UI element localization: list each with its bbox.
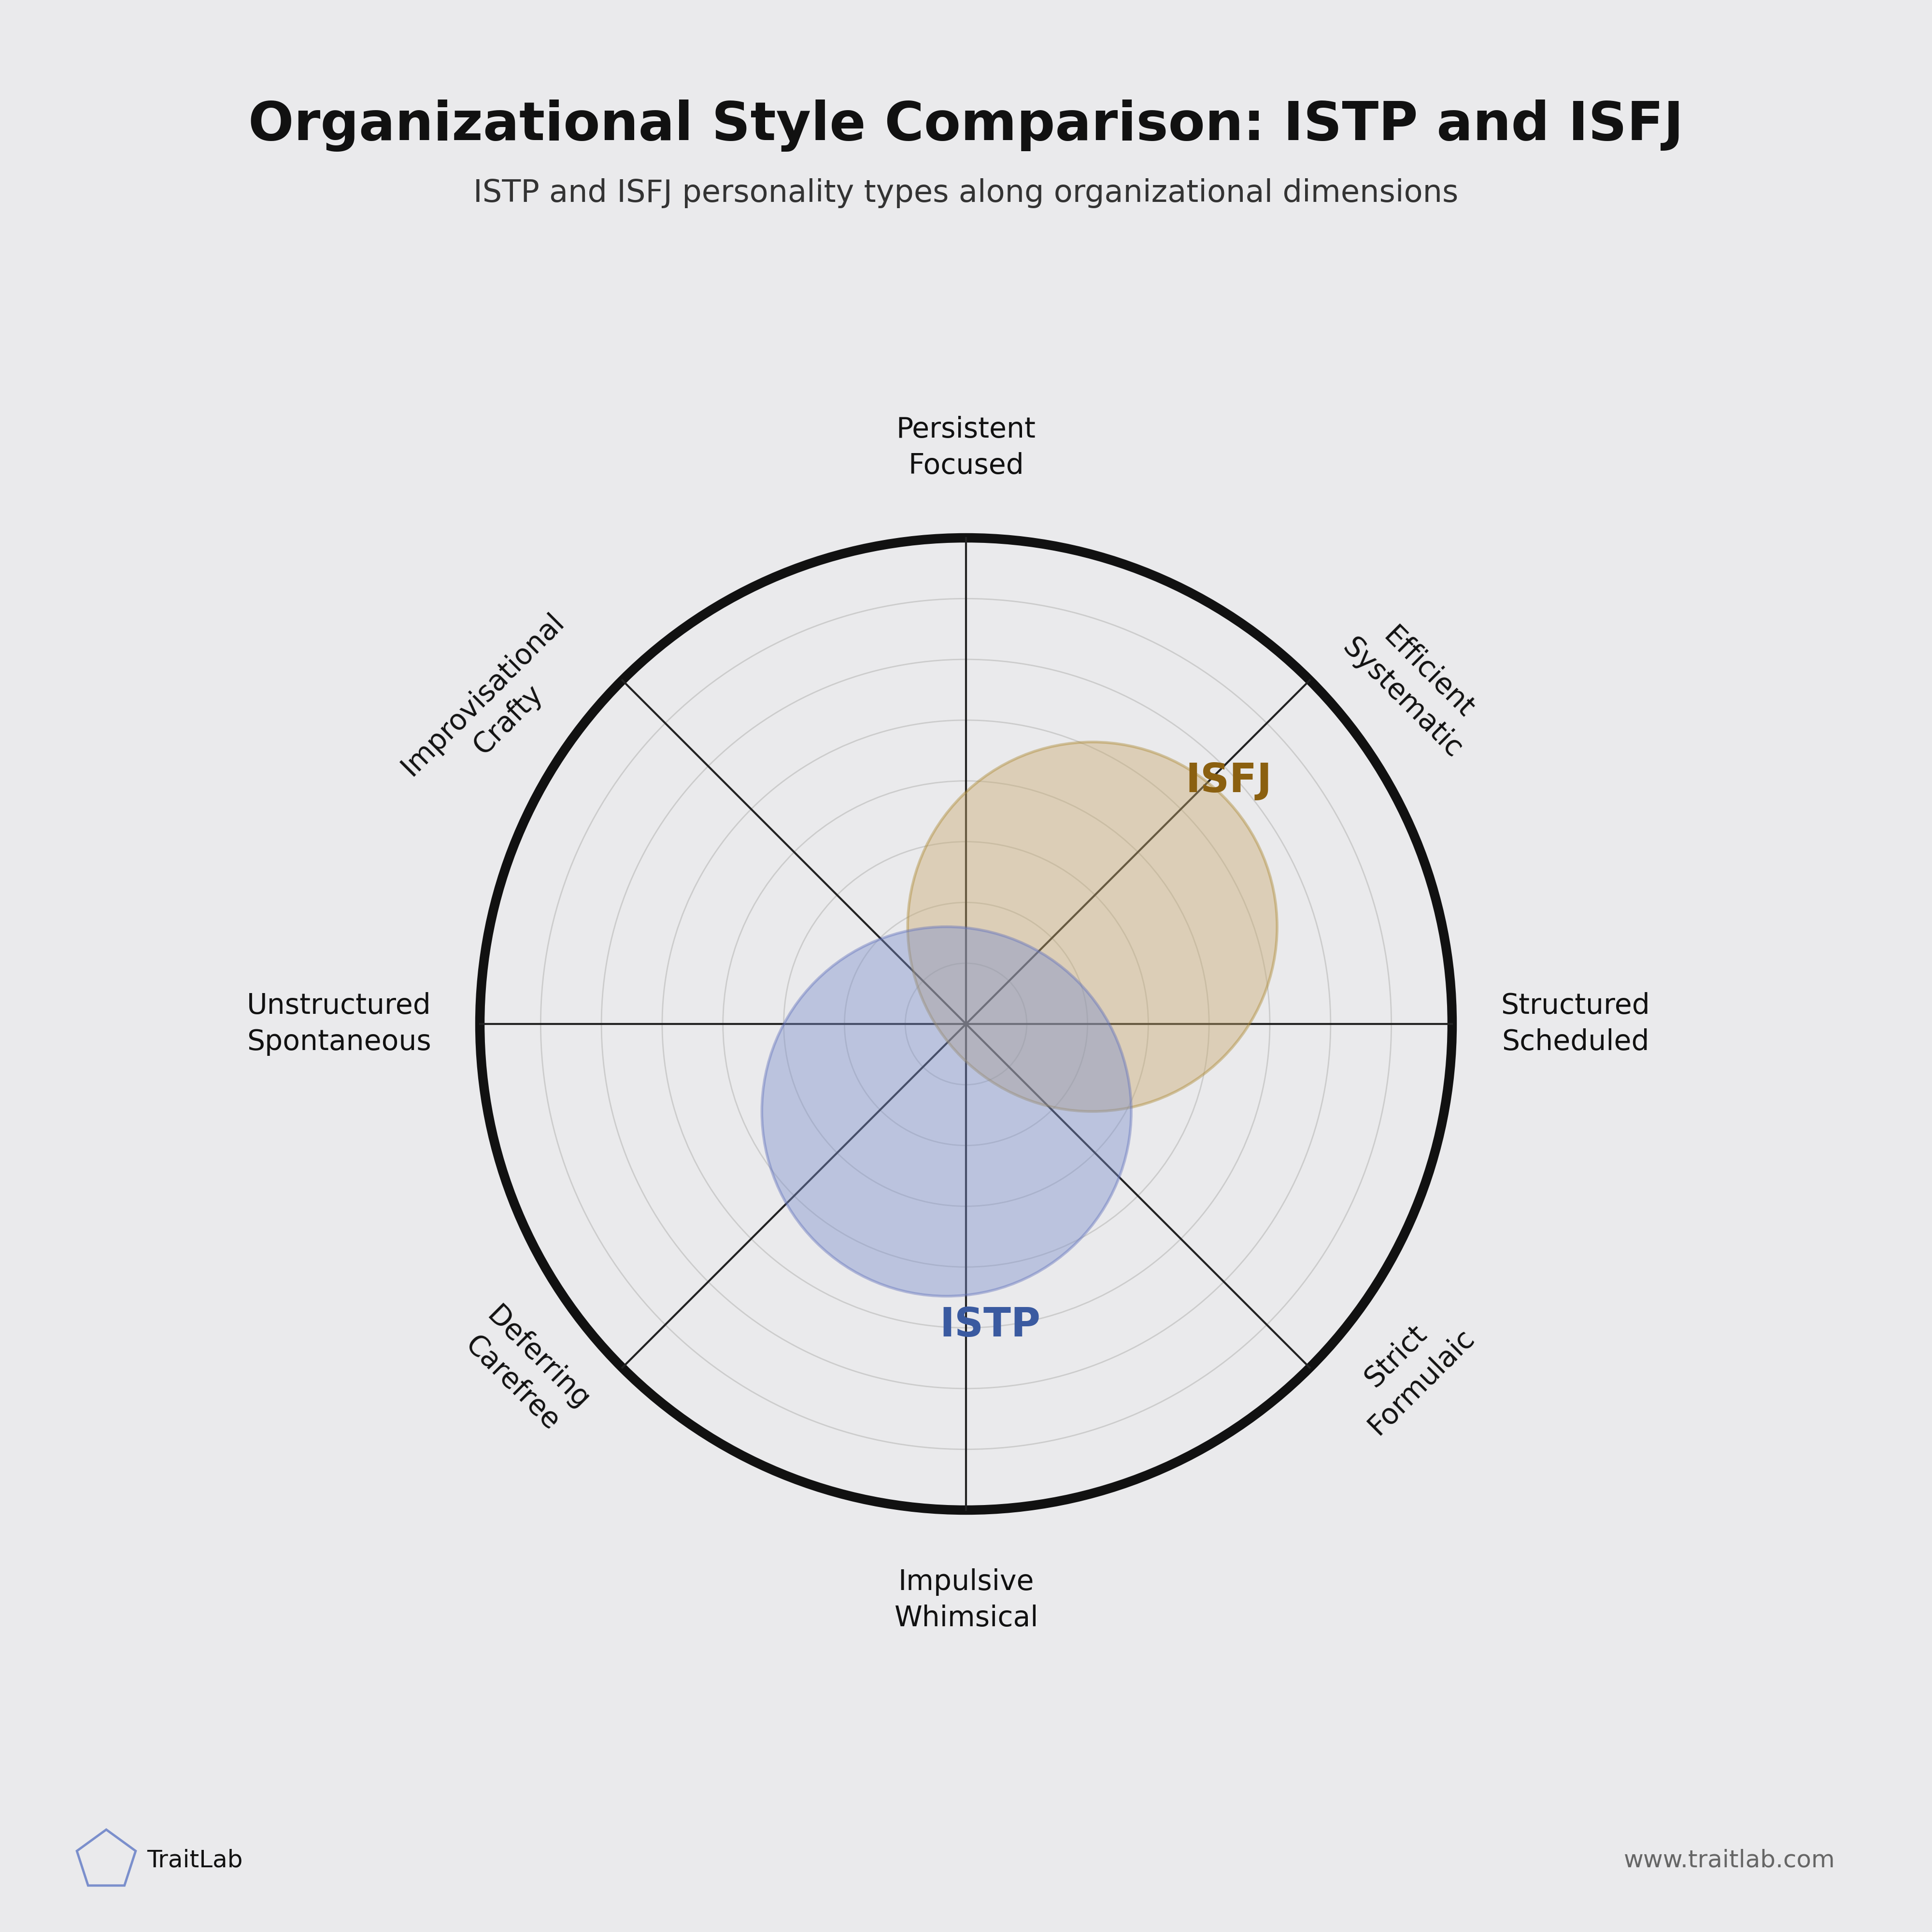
Text: Structured
Scheduled: Structured Scheduled — [1501, 993, 1650, 1055]
Text: ISFJ: ISFJ — [1184, 761, 1271, 800]
Text: Organizational Style Comparison: ISTP and ISFJ: Organizational Style Comparison: ISTP an… — [249, 99, 1683, 153]
Text: Impulsive
Whimsical: Impulsive Whimsical — [895, 1569, 1037, 1633]
Text: Efficient
Systematic: Efficient Systematic — [1337, 609, 1493, 763]
Text: Persistent
Focused: Persistent Focused — [896, 415, 1036, 479]
Text: TraitLab: TraitLab — [147, 1849, 243, 1872]
Circle shape — [908, 742, 1277, 1111]
Text: Deferring
Carefree: Deferring Carefree — [456, 1302, 595, 1439]
Text: Unstructured
Spontaneous: Unstructured Spontaneous — [247, 993, 431, 1055]
Text: Strict
Formulaic: Strict Formulaic — [1337, 1298, 1480, 1439]
Text: ISTP and ISFJ personality types along organizational dimensions: ISTP and ISFJ personality types along or… — [473, 178, 1459, 209]
Text: www.traitlab.com: www.traitlab.com — [1625, 1849, 1835, 1872]
Text: Improvisational
Crafty: Improvisational Crafty — [396, 609, 595, 806]
Text: ISTP: ISTP — [939, 1306, 1041, 1345]
Circle shape — [761, 927, 1132, 1296]
